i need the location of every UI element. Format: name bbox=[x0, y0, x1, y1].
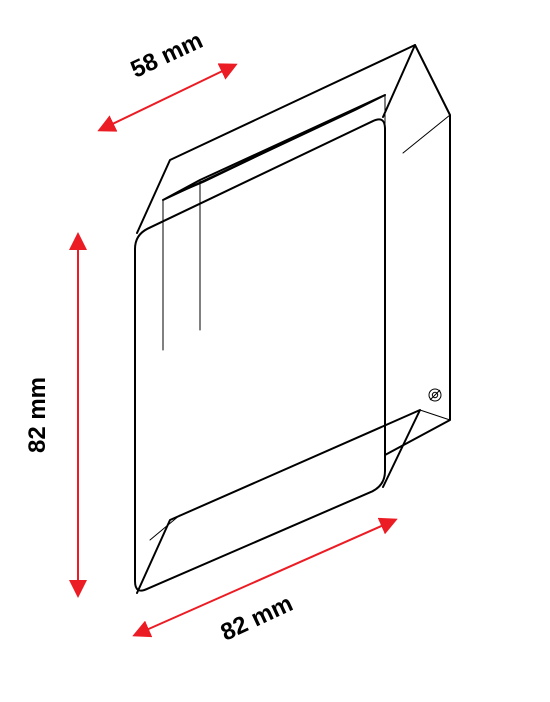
height-dimension-label: 82 mm bbox=[24, 377, 51, 453]
dimensioned-drawing: 58 mm 82 mm 82 mm bbox=[0, 0, 550, 702]
object-outline bbox=[135, 45, 450, 593]
width-dimension-label: 82 mm bbox=[217, 590, 297, 647]
depth-dimension-label: 58 mm bbox=[127, 27, 207, 84]
